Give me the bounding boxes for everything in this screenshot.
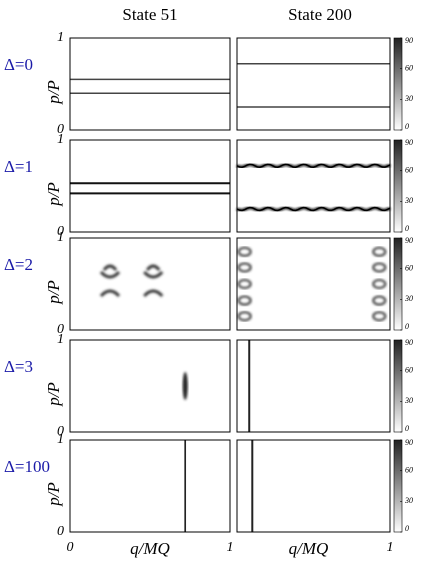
panel-frame — [69, 37, 231, 131]
panel-border — [69, 139, 231, 233]
heatmap-panel — [236, 139, 391, 233]
colorbar — [393, 339, 403, 433]
colorbar-tick-label: 30 — [404, 396, 413, 405]
colorbar-tick-label: 30 — [404, 496, 413, 505]
panel-frame — [69, 339, 231, 433]
x-tick-label: 1 — [227, 540, 234, 555]
colorbar-tick-label: 90 — [405, 438, 413, 447]
panel-frame — [236, 139, 391, 233]
y-tick-label: 1 — [57, 30, 64, 45]
colorbar-tick-label: 0 — [405, 524, 409, 533]
panel-border — [236, 439, 391, 533]
heatmap-panel — [236, 37, 391, 131]
panel-frame — [69, 237, 231, 331]
heatmap-panel — [69, 339, 231, 433]
x-axis-label: q/MQ — [289, 539, 329, 558]
colorbar-tick-label: 60 — [405, 63, 413, 72]
panel-border — [69, 37, 231, 131]
y-axis-label: p/P — [44, 182, 63, 207]
y-tick-label: 0 — [57, 322, 64, 337]
density-blob — [237, 246, 252, 257]
density-blob — [237, 311, 252, 322]
y-axis-label: p/P — [44, 382, 63, 407]
density-blob — [372, 279, 387, 289]
heatmap-panel — [69, 237, 231, 331]
density-blob — [372, 246, 387, 257]
density-blob — [372, 295, 387, 306]
column-title: State 200 — [288, 5, 352, 24]
colorbar-tick-label: 90 — [405, 138, 413, 147]
density-ridge-core — [236, 163, 391, 168]
colorbar — [393, 37, 403, 131]
column-title: State 51 — [122, 5, 177, 24]
row-label: Δ=1 — [4, 157, 33, 176]
colorbar-tick-label: 60 — [405, 165, 413, 174]
panel-border — [69, 339, 231, 433]
y-tick-label: 0 — [57, 424, 64, 439]
y-axis-label: p/P — [44, 80, 63, 105]
heatmap-panel — [236, 439, 391, 533]
x-axis-label: q/MQ — [130, 539, 170, 558]
colorbar-tick-label: 60 — [405, 465, 413, 474]
colorbar-tick-label: 90 — [405, 338, 413, 347]
colorbar-tick-label: 0 — [405, 224, 409, 233]
y-axis-label: p/P — [44, 482, 63, 507]
panel-frame — [236, 37, 391, 131]
density-blob — [182, 372, 188, 400]
panel-frame — [236, 339, 391, 433]
y-tick-label: 1 — [57, 230, 64, 245]
density-ridge-core — [236, 206, 391, 212]
colorbar-tick-label: 60 — [405, 365, 413, 374]
row-label: Δ=0 — [4, 55, 33, 74]
colorbar-tick-label: 30 — [404, 196, 413, 205]
colorbar — [393, 439, 403, 533]
density-blob — [237, 279, 252, 289]
colorbar-tick-label: 0 — [405, 424, 409, 433]
density-blob — [143, 264, 164, 298]
colorbar-tick-label: 90 — [405, 36, 413, 45]
y-tick-label: 0 — [57, 524, 64, 539]
panel-border — [69, 237, 231, 331]
colorbar — [393, 237, 403, 331]
colorbar-tick-label: 0 — [405, 122, 409, 131]
y-tick-label: 0 — [57, 224, 64, 239]
row-label: Δ=2 — [4, 255, 33, 274]
heatmap-panel — [236, 237, 391, 331]
density-blob — [237, 295, 252, 306]
heatmap-panel — [69, 139, 231, 233]
colorbar — [393, 139, 403, 233]
row-label: Δ=100 — [4, 457, 50, 476]
panel-border — [236, 237, 391, 331]
panel-border — [236, 339, 391, 433]
density-blob — [237, 262, 252, 273]
panel-frame — [236, 439, 391, 533]
y-axis-label: p/P — [44, 280, 63, 305]
panel-frame — [69, 439, 231, 533]
heatmap-panel — [236, 339, 391, 433]
heatmap-panel — [69, 37, 231, 131]
row-label: Δ=3 — [4, 357, 33, 376]
colorbar-tick-label: 60 — [405, 263, 413, 272]
panel-frame — [236, 237, 391, 331]
panel-border — [69, 439, 231, 533]
panel-border — [236, 37, 391, 131]
colorbar-tick-label: 0 — [405, 322, 409, 331]
y-tick-label: 1 — [57, 332, 64, 347]
density-blob — [99, 264, 121, 298]
x-tick-label: 1 — [387, 540, 394, 555]
heatmap-panel — [69, 439, 231, 533]
x-tick-label: 0 — [67, 540, 74, 555]
y-tick-label: 1 — [57, 432, 64, 447]
y-tick-label: 1 — [57, 132, 64, 147]
colorbar-tick-label: 30 — [404, 94, 413, 103]
y-tick-label: 0 — [57, 122, 64, 137]
colorbar-tick-label: 90 — [405, 236, 413, 245]
density-blob — [372, 311, 387, 322]
colorbar-tick-label: 30 — [404, 294, 413, 303]
density-blob — [372, 262, 387, 273]
panel-border — [236, 139, 391, 233]
